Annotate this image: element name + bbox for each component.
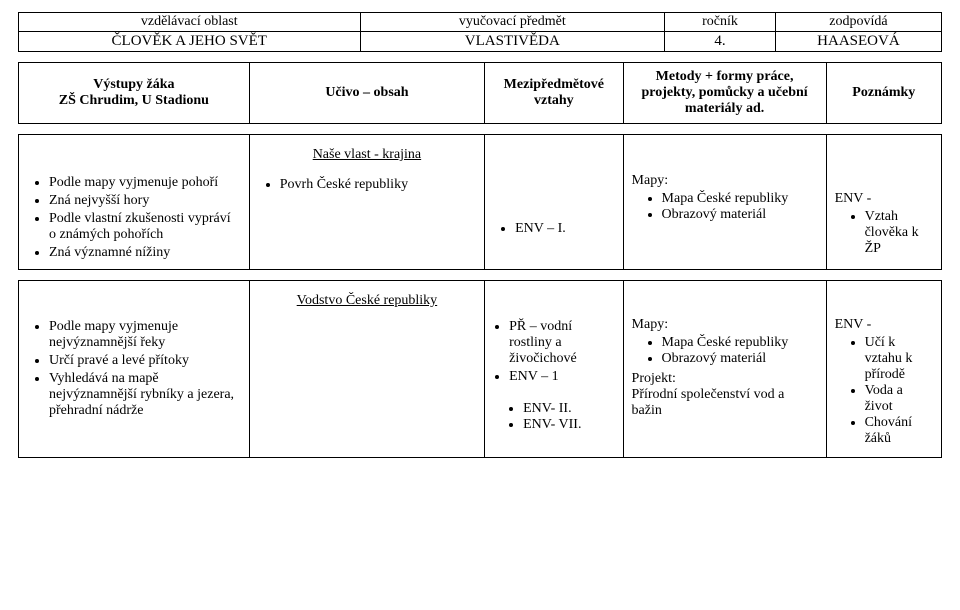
sec1-mz: ENV – I. [485,135,623,270]
maps-label: Mapy: [632,173,818,189]
sec2-mf: Mapy: Mapa České republiky Obrazový mate… [623,281,826,458]
hdr2-c3: 4. [665,32,776,52]
hdr2-c1: ČLOVĚK A JEHO SVĚT [19,32,361,52]
section-title: Naše vlast - krajina [258,141,476,175]
list-item: Učí k vztahu k přírodě [865,335,933,383]
band-mz: Mezipředmětové vztahy [485,63,623,124]
band-ucivo: Učivo – obsah [249,63,484,124]
env-label: ENV - [835,317,933,333]
band-mf: Metody + formy práce, projekty, pomůcky … [623,63,826,124]
list-item: Vztah člověka k ŽP [865,209,933,257]
list-item: Mapa České republiky [662,191,818,207]
list-item: Obrazový materiál [662,351,818,367]
list-item: Vyhledává na mapě nejvýznamnější rybníky… [49,371,241,419]
section-1: Podle mapy vyjmenuje pohoří Zná nejvyšší… [18,134,942,270]
hdr-c3: ročník [665,13,776,32]
column-band: Výstupy žáka ZŠ Chrudim, U Stadionu Učiv… [18,62,942,124]
list-item: Obrazový materiál [662,207,818,223]
sec2-ucivo: Vodstvo České republiky [249,281,484,458]
hdr2-c4: HAASEOVÁ [775,32,941,52]
list-item: Chování žáků [865,415,933,447]
list-item: ENV- VII. [523,417,614,433]
project-label: Projekt: [632,371,818,387]
list-item: PŘ – vodní rostliny a živočichové [509,319,614,367]
list-item: Mapa České republiky [662,335,818,351]
maps-label: Mapy: [632,317,818,333]
list-item: Povrh České republiky [280,177,476,193]
sec1-outcomes: Podle mapy vyjmenuje pohoří Zná nejvyšší… [19,135,250,270]
list-item: Voda a život [865,383,933,415]
project-text: Přírodní společenství vod a bažin [632,387,818,419]
sec2-pz: ENV - Učí k vztahu k přírodě Voda a živo… [826,281,941,458]
section-2: Podle mapy vyjmenuje nejvýznamnější řeky… [18,280,942,458]
sec1-pz: ENV - Vztah člověka k ŽP [826,135,941,270]
list-item: ENV – 1 [509,369,614,385]
sec2-mz: PŘ – vodní rostliny a živočichové ENV – … [485,281,623,458]
hdr-c2: vyučovací předmět [360,13,665,32]
band-poznamky: Poznámky [826,63,941,124]
sec2-outcomes: Podle mapy vyjmenuje nejvýznamnější řeky… [19,281,250,458]
env-label: ENV - [835,191,933,207]
list-item: Podle mapy vyjmenuje pohoří [49,175,241,191]
list-item: ENV- II. [523,401,614,417]
header-table: vzdělávací oblast vyučovací předmět ročn… [18,12,942,52]
hdr-c4: zodpovídá [775,13,941,32]
section-title: Vodstvo České republiky [258,287,476,321]
list-item: ENV – I. [515,221,614,237]
list-item: Určí pravé a levé přítoky [49,353,241,369]
list-item: Zná nejvyšší hory [49,193,241,209]
list-item: Podle vlastní zkušenosti vypráví o známý… [49,211,241,243]
hdr2-c2: VLASTIVĚDA [360,32,665,52]
band-outcomes: Výstupy žáka ZŠ Chrudim, U Stadionu [19,63,250,124]
list-item: Zná významné nížiny [49,245,241,261]
list-item: Podle mapy vyjmenuje nejvýznamnější řeky [49,319,241,351]
sec1-mf: Mapy: Mapa České republiky Obrazový mate… [623,135,826,270]
hdr-c1: vzdělávací oblast [19,13,361,32]
sec1-ucivo: Naše vlast - krajina Povrh České republi… [249,135,484,270]
